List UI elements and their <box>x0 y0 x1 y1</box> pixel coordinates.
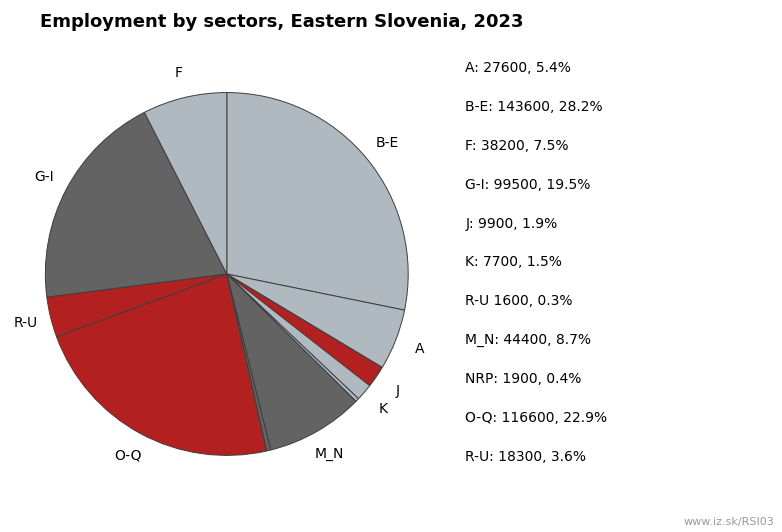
Wedge shape <box>227 274 271 451</box>
Text: A: A <box>414 342 425 356</box>
Text: O-Q: O-Q <box>114 448 142 463</box>
Wedge shape <box>227 274 358 401</box>
Text: J: J <box>395 384 399 398</box>
Wedge shape <box>45 112 227 297</box>
Text: K: K <box>379 402 388 416</box>
Wedge shape <box>227 274 382 386</box>
Text: F: 38200, 7.5%: F: 38200, 7.5% <box>465 139 569 153</box>
Text: Employment by sectors, Eastern Slovenia, 2023: Employment by sectors, Eastern Slovenia,… <box>40 13 523 31</box>
Text: M_N: M_N <box>314 446 344 461</box>
Text: R-U: R-U <box>14 317 38 330</box>
Wedge shape <box>227 274 370 399</box>
Wedge shape <box>227 274 356 450</box>
Wedge shape <box>227 274 404 368</box>
Text: K: 7700, 1.5%: K: 7700, 1.5% <box>465 255 562 269</box>
Text: M_N: 44400, 8.7%: M_N: 44400, 8.7% <box>465 333 591 347</box>
Wedge shape <box>227 93 408 310</box>
Wedge shape <box>56 274 267 455</box>
Text: F: F <box>174 66 182 80</box>
Text: www.iz.sk/RSI03: www.iz.sk/RSI03 <box>683 517 774 527</box>
Text: A: 27600, 5.4%: A: 27600, 5.4% <box>465 61 571 75</box>
Text: NRP: 1900, 0.4%: NRP: 1900, 0.4% <box>465 372 582 386</box>
Text: O-Q: 116600, 22.9%: O-Q: 116600, 22.9% <box>465 411 608 425</box>
Text: B-E: 143600, 28.2%: B-E: 143600, 28.2% <box>465 100 603 114</box>
Wedge shape <box>145 93 227 274</box>
Text: R-U 1600, 0.3%: R-U 1600, 0.3% <box>465 294 572 308</box>
Text: J: 9900, 1.9%: J: 9900, 1.9% <box>465 217 558 230</box>
Wedge shape <box>47 274 227 337</box>
Text: G-I: 99500, 19.5%: G-I: 99500, 19.5% <box>465 178 590 192</box>
Text: G-I: G-I <box>34 170 54 185</box>
Text: R-U: 18300, 3.6%: R-U: 18300, 3.6% <box>465 450 586 463</box>
Text: B-E: B-E <box>375 136 399 150</box>
